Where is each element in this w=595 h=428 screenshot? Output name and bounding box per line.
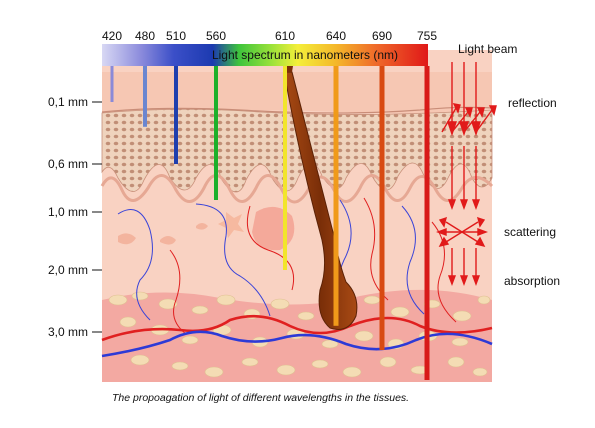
dermal-cell bbox=[218, 212, 244, 238]
transmitted-arrows bbox=[447, 146, 481, 210]
dermal-papillae bbox=[100, 174, 494, 204]
depth-label: 0,6 mm bbox=[48, 157, 88, 171]
depth-label: 0,1 mm bbox=[48, 95, 88, 109]
wavelength-label-640: 640 bbox=[326, 29, 346, 43]
spectrum-title: Light spectrum in nanometers (nm) bbox=[212, 48, 398, 62]
penetration-bar-610 bbox=[283, 66, 287, 270]
light-beam-label: Light beam bbox=[458, 42, 517, 56]
spectrum-bar: Light spectrum in nanometers (nm) bbox=[102, 44, 428, 66]
figure-caption: The propoagation of light of different w… bbox=[112, 392, 410, 404]
sebaceous-gland bbox=[252, 206, 295, 251]
scattering-label: scattering bbox=[504, 225, 556, 239]
penetration-bar-755 bbox=[424, 66, 430, 380]
capillaries bbox=[117, 197, 457, 335]
wavelength-label-755: 755 bbox=[417, 29, 437, 43]
reflection-label: reflection bbox=[508, 96, 557, 110]
dermal-cell bbox=[118, 233, 136, 245]
penetration-bar-690 bbox=[379, 66, 385, 350]
wavelength-label-480: 480 bbox=[135, 29, 155, 43]
absorption-arrows bbox=[447, 248, 481, 286]
wavelength-label-420: 420 bbox=[102, 29, 122, 43]
wavelength-label-510: 510 bbox=[166, 29, 186, 43]
wavelength-label-690: 690 bbox=[372, 29, 392, 43]
scattering-arrows bbox=[436, 216, 488, 248]
hair-shaft bbox=[283, 71, 358, 330]
light-beam-arrows bbox=[436, 62, 497, 286]
spectrum-gradient bbox=[102, 44, 428, 66]
penetration-bars bbox=[110, 66, 430, 380]
absorption-label: absorption bbox=[504, 274, 560, 288]
penetration-bar-510 bbox=[174, 66, 178, 164]
penetration-bar-480 bbox=[143, 66, 147, 127]
fat-cells bbox=[108, 291, 491, 378]
wavelength-labels: 420 480 510 560 610 640 690 755 bbox=[102, 29, 437, 43]
artery bbox=[101, 314, 493, 342]
depth-label: 1,0 mm bbox=[48, 205, 88, 219]
incident-arrows bbox=[447, 62, 481, 137]
tissue-block bbox=[100, 50, 494, 382]
reflection-arrows bbox=[441, 103, 497, 133]
depth-label: 2,0 mm bbox=[48, 263, 88, 277]
depth-label: 3,0 mm bbox=[48, 325, 88, 339]
stratum-corneum bbox=[101, 106, 493, 114]
penetration-bar-560 bbox=[214, 66, 218, 200]
dermal-cell bbox=[196, 223, 208, 230]
penetration-bar-640 bbox=[333, 66, 339, 326]
depth-scale: 0,1 mm 0,6 mm 1,0 mm 2,0 mm 3,0 mm bbox=[48, 95, 102, 339]
wavelength-label-610: 610 bbox=[275, 29, 295, 43]
dermal-cell bbox=[160, 236, 176, 245]
vein bbox=[101, 330, 493, 358]
wavelength-label-560: 560 bbox=[206, 29, 226, 43]
penetration-bar-420 bbox=[110, 66, 114, 102]
